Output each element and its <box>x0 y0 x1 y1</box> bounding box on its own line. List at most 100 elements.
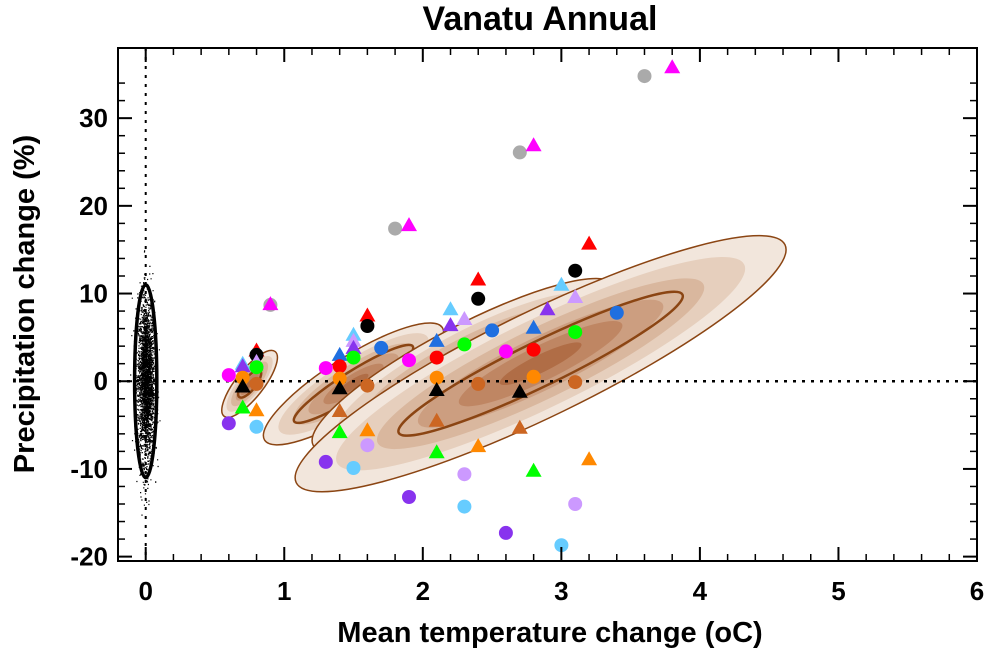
x-tick-label: 2 <box>416 576 430 606</box>
ensemble-3-circle-marker <box>429 370 444 385</box>
ensemble-2-circle-marker <box>388 221 403 236</box>
ensemble-3-circle-marker <box>457 337 472 352</box>
ensemble-4-outer-contour <box>294 234 787 493</box>
y-ticks: -20 -10 0 10 20 30 <box>70 82 977 572</box>
ensemble-1-triangle-marker <box>234 358 251 373</box>
y-axis-label: Precipitation change (%) <box>9 135 41 473</box>
variability-contour <box>132 282 159 480</box>
ensemble-3-circle-marker <box>457 499 472 514</box>
plot-area <box>118 48 977 561</box>
ensemble-1-circle-marker <box>249 419 264 434</box>
ensemble-4-circle-marker <box>554 538 569 553</box>
ensemble-4-triangle-marker <box>525 319 542 334</box>
ensemble-3-triangle-marker <box>428 444 445 459</box>
ensemble-4-circle-marker <box>526 342 541 357</box>
ensemble-2-triangle-marker <box>331 346 348 361</box>
ensemble-4-contour-group <box>294 234 787 493</box>
ensemble-4-circle-marker <box>568 263 583 278</box>
ensemble-4-circle-marker <box>526 369 541 384</box>
ensemble-3-circle-marker <box>429 350 444 365</box>
ensemble-3-triangle-marker <box>442 317 459 332</box>
ensemble-1-triangle-marker <box>262 296 279 311</box>
ensemble-2-triangle-marker <box>359 422 376 437</box>
ensemble-2-circle-marker <box>374 340 389 355</box>
ensemble-2-circle-marker <box>318 454 333 469</box>
variability-points <box>130 250 161 516</box>
ensemble-4-triangle-marker <box>553 276 570 291</box>
ensemble-2-circle-marker <box>332 371 347 386</box>
ensemble-2-triangle-marker <box>345 339 362 354</box>
ensemble-1-circle-marker <box>221 368 236 383</box>
ensemble-1-triangle-marker <box>234 378 251 393</box>
ensemble-4-triangle-marker <box>511 383 528 398</box>
x-tick-label: 6 <box>970 576 984 606</box>
ensemble-4-triangle-marker <box>581 451 598 466</box>
y-tick-label: 0 <box>94 366 108 396</box>
ensemble-3-triangle-marker <box>456 311 473 325</box>
x-tick-label: 0 <box>138 576 152 606</box>
x-axis-label-unit: (oC) <box>705 617 763 649</box>
natural-variability-cloud <box>130 250 161 516</box>
ensemble-2-circle-marker <box>346 461 361 475</box>
ensemble-3-circle-marker <box>512 145 527 160</box>
ensemble-2-circle-marker <box>332 359 347 374</box>
ensemble-2-triangle-marker <box>331 380 348 395</box>
ensemble-4-triangle-marker <box>581 235 598 250</box>
ensemble-2-triangle-marker <box>331 424 348 439</box>
ensemble-4-circle-marker <box>609 305 624 320</box>
plot-frame <box>117 47 978 562</box>
ensemble-4-circle-marker <box>568 497 583 511</box>
ensemble-3-circle-marker <box>471 376 486 391</box>
ensemble-1-circle-marker <box>221 416 236 431</box>
ensemble-4-triangle-marker <box>525 462 542 477</box>
ensemble-3-circle-marker <box>402 490 416 504</box>
chart-title: Vanatu Annual <box>423 0 658 38</box>
ensemble-4-triangle-marker <box>664 59 681 74</box>
y-tick-label: 20 <box>79 191 108 221</box>
ensemble-2-triangle-marker <box>401 217 417 232</box>
y-tick-label: 10 <box>79 279 108 309</box>
ensemble-4-circle-marker <box>498 525 513 540</box>
ensemble-2-circle-marker <box>360 438 375 453</box>
ensemble-3-triangle-marker <box>428 412 445 427</box>
model-markers <box>221 59 681 553</box>
ensemble-2-circle-marker <box>318 361 333 376</box>
ensemble-4-shade-6 <box>499 342 582 386</box>
x-tick-label: 3 <box>554 576 568 606</box>
ensemble-2-circle-marker <box>346 350 361 365</box>
ensemble-1-circle-marker <box>235 370 250 385</box>
x-tick-label: 5 <box>831 576 845 606</box>
ensemble-4-triangle-marker <box>511 419 528 434</box>
ensemble-3-triangle-marker <box>470 271 487 286</box>
x-tick-label: 1 <box>277 576 291 606</box>
ensemble-2-circle-marker <box>402 353 416 368</box>
ensemble-4-triangle-marker <box>539 301 556 316</box>
ensemble-3-triangle-marker <box>470 438 487 453</box>
ensemble-3-triangle-marker <box>428 382 445 396</box>
y-tick-label: 30 <box>79 103 108 133</box>
ensemble-1-circle-marker <box>249 376 264 391</box>
ensemble-4-circle-marker <box>637 69 652 84</box>
ensemble-contours <box>221 234 787 493</box>
ensemble-3-triangle-marker <box>442 301 459 316</box>
ensemble-2-circle-marker <box>360 378 375 393</box>
ensemble-3-triangle-marker <box>525 137 542 152</box>
ensemble-2-triangle-marker <box>331 403 348 417</box>
x-axis-label: Mean temperature change (oC) <box>337 617 762 649</box>
y-tick-label: -10 <box>70 454 108 484</box>
ensemble-1-triangle-marker <box>248 402 265 417</box>
ensemble-3-triangle-marker <box>428 332 445 347</box>
ensemble-3-circle-marker <box>471 291 486 306</box>
y-tick-label: -20 <box>70 542 108 572</box>
ensemble-4-triangle-marker <box>567 289 584 303</box>
ensemble-2-triangle-marker <box>359 307 376 322</box>
ensemble-3-circle-marker <box>485 323 500 338</box>
ensemble-2-circle-marker <box>360 319 375 333</box>
ensemble-1-triangle-marker <box>234 399 251 414</box>
ensemble-4-circle-marker <box>568 375 583 390</box>
ensemble-3-circle-marker <box>498 344 513 359</box>
x-axis-label-text: Mean temperature change <box>337 617 696 649</box>
ensemble-1-circle-marker <box>249 360 264 375</box>
ensemble-3-circle-marker <box>457 467 472 482</box>
